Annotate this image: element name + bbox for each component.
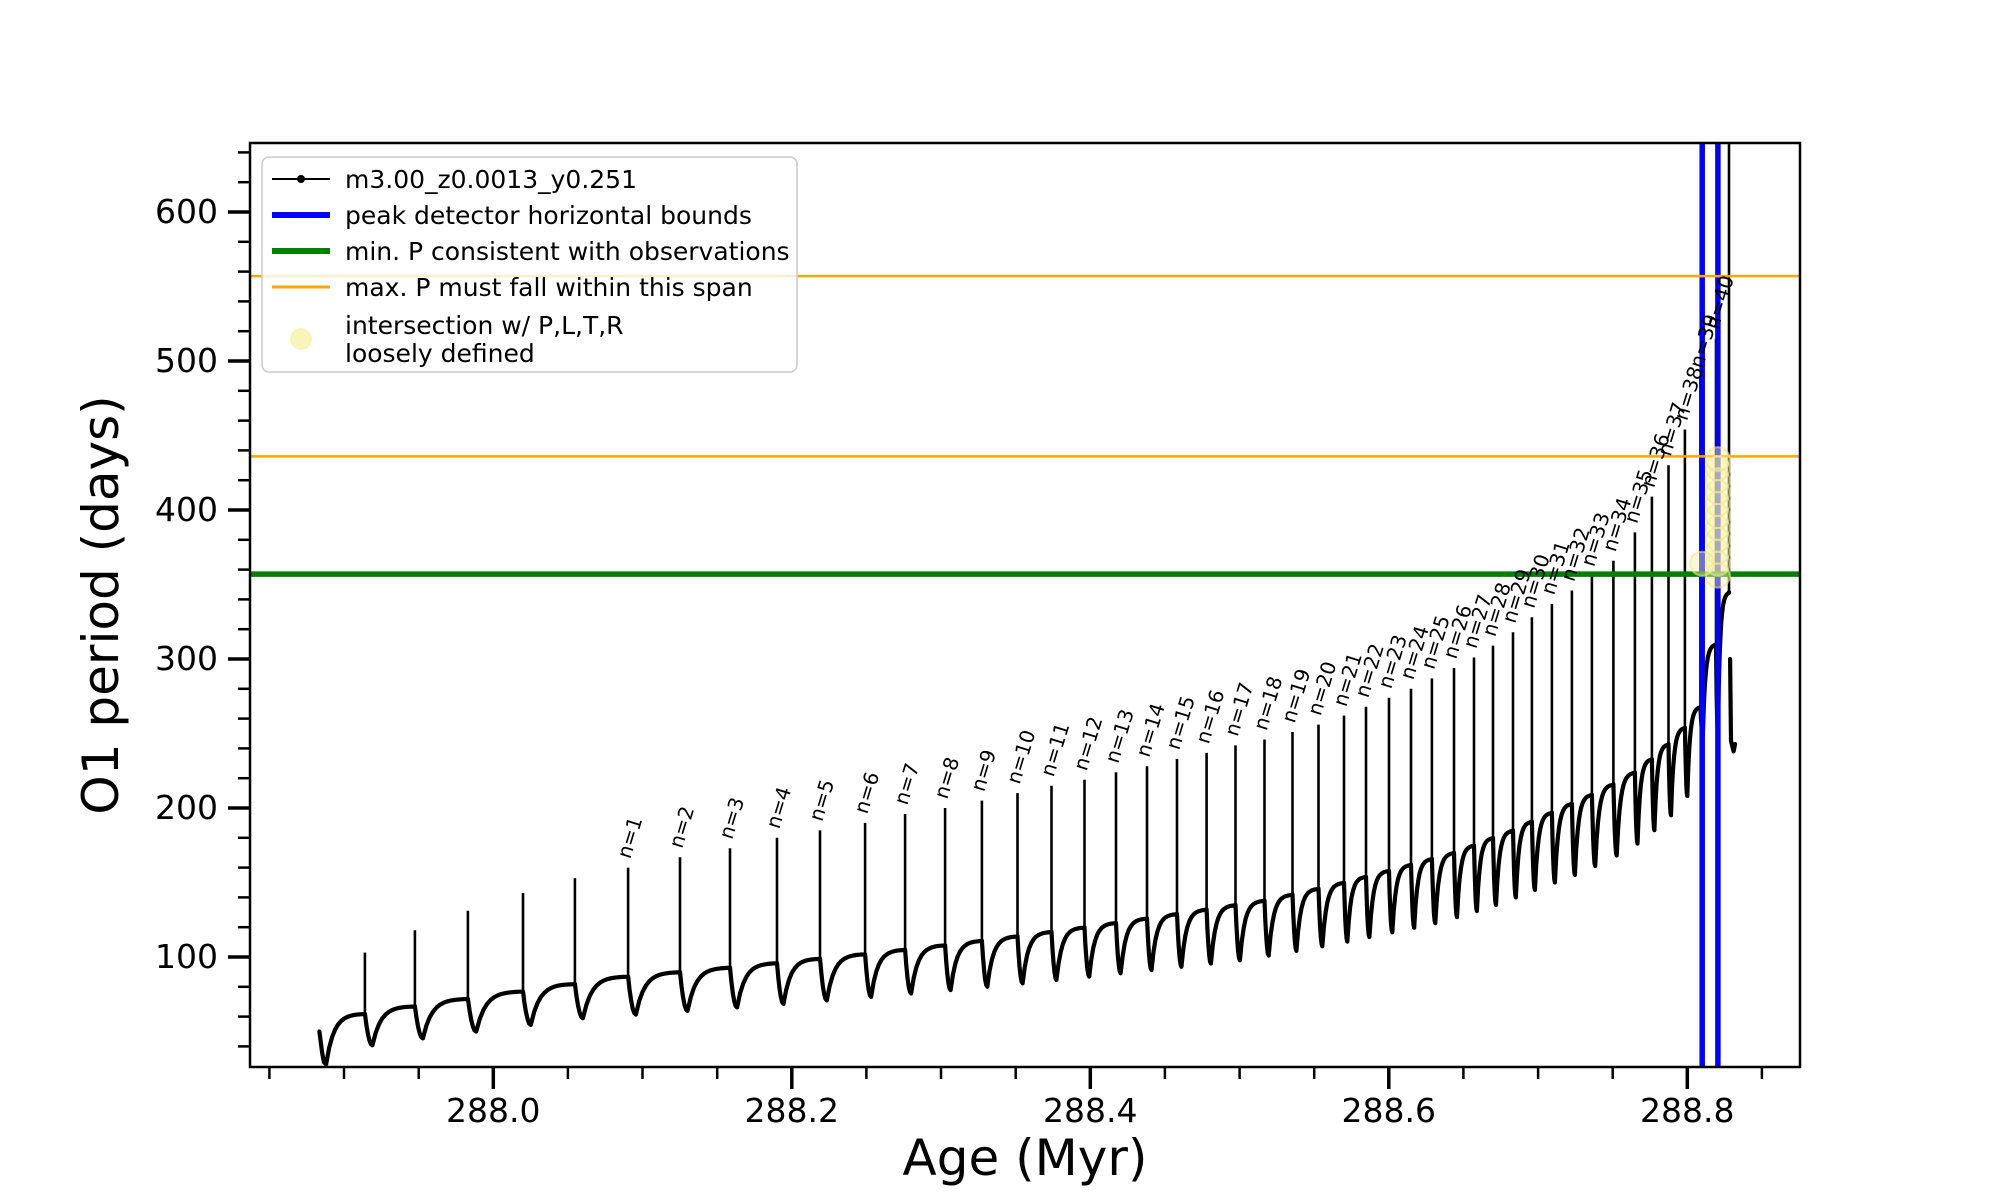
- legend-label-intersection-line2: loosely defined: [345, 339, 535, 368]
- series-curve: [317, 589, 1738, 1067]
- spike-label-n5: n=5: [804, 777, 839, 824]
- legend-label-peak-bounds: peak detector horizontal bounds: [345, 201, 752, 230]
- spike-label-n12: n=12: [1068, 714, 1107, 774]
- spike-label-n10: n=10: [1001, 727, 1040, 787]
- legend-item-intersection: intersection w/ P,L,T,R loosely defined: [290, 311, 624, 368]
- spike-label-n11: n=11: [1035, 720, 1074, 780]
- spike-label-n2: n=2: [664, 803, 699, 850]
- legend-item-min-p: min. P consistent with observations: [272, 237, 790, 266]
- spike-label-n14: n=14: [1131, 700, 1170, 760]
- axes-spines: [248, 141, 1802, 1069]
- x-tick-label: 288.2: [745, 1091, 839, 1130]
- spike-label-n1: n=1: [612, 814, 647, 861]
- axes-decorations: 288.0 288.2 288.4 288.6 288.8 100 200 300 400 500…: [155, 151, 1764, 1130]
- intersection-marker-sample: [290, 328, 312, 350]
- x-tick-label: 288.4: [1043, 1091, 1137, 1130]
- legend-label-min-p: min. P consistent with observations: [345, 237, 790, 266]
- y-tick-label: 200: [155, 788, 218, 827]
- spike-label-n6: n=6: [849, 769, 884, 816]
- spike-label-n7: n=7: [889, 760, 924, 807]
- x-tick-label: 288.6: [1342, 1091, 1436, 1130]
- x-tick-label: 288.0: [446, 1091, 540, 1130]
- x-axis-label: Age (Myr): [903, 1129, 1148, 1187]
- intersection-marker: [1704, 455, 1731, 482]
- legend: m3.00_z0.0013_y0.251 peak detector horiz…: [261, 156, 798, 373]
- spike-label-n13: n=13: [1100, 706, 1139, 766]
- spike-label-n3: n=3: [714, 794, 749, 841]
- spike-label-n9: n=9: [966, 747, 1001, 794]
- spike-label-n4: n=4: [761, 784, 796, 831]
- y-tick-label: 500: [155, 341, 218, 380]
- legend-item-peak-bounds: peak detector horizontal bounds: [272, 201, 752, 230]
- y-tick-label: 300: [155, 639, 218, 678]
- legend-box: [261, 156, 798, 373]
- y-tick-label: 400: [155, 490, 218, 529]
- legend-item-max-p: max. P must fall within this span: [272, 273, 753, 302]
- legend-label-series: m3.00_z0.0013_y0.251: [345, 165, 637, 194]
- y-tick-label: 600: [155, 192, 218, 231]
- spike-label-n8: n=8: [929, 754, 964, 801]
- spike-label-n40: n=40: [1700, 273, 1739, 333]
- intersection-marker: [1689, 550, 1716, 577]
- y-axis-label: O1 period (days): [72, 395, 130, 814]
- y-tick-label: 100: [155, 937, 218, 976]
- intersection-marker: [1704, 446, 1731, 473]
- spike-label-n15: n=15: [1161, 693, 1200, 753]
- legend-label-max-p: max. P must fall within this span: [345, 273, 753, 302]
- legend-label-intersection-line1: intersection w/ P,L,T,R: [345, 311, 624, 340]
- legend-item-series: m3.00_z0.0013_y0.251: [272, 165, 637, 194]
- series-marker-sample: [297, 175, 305, 183]
- x-tick-label: 288.8: [1640, 1091, 1734, 1130]
